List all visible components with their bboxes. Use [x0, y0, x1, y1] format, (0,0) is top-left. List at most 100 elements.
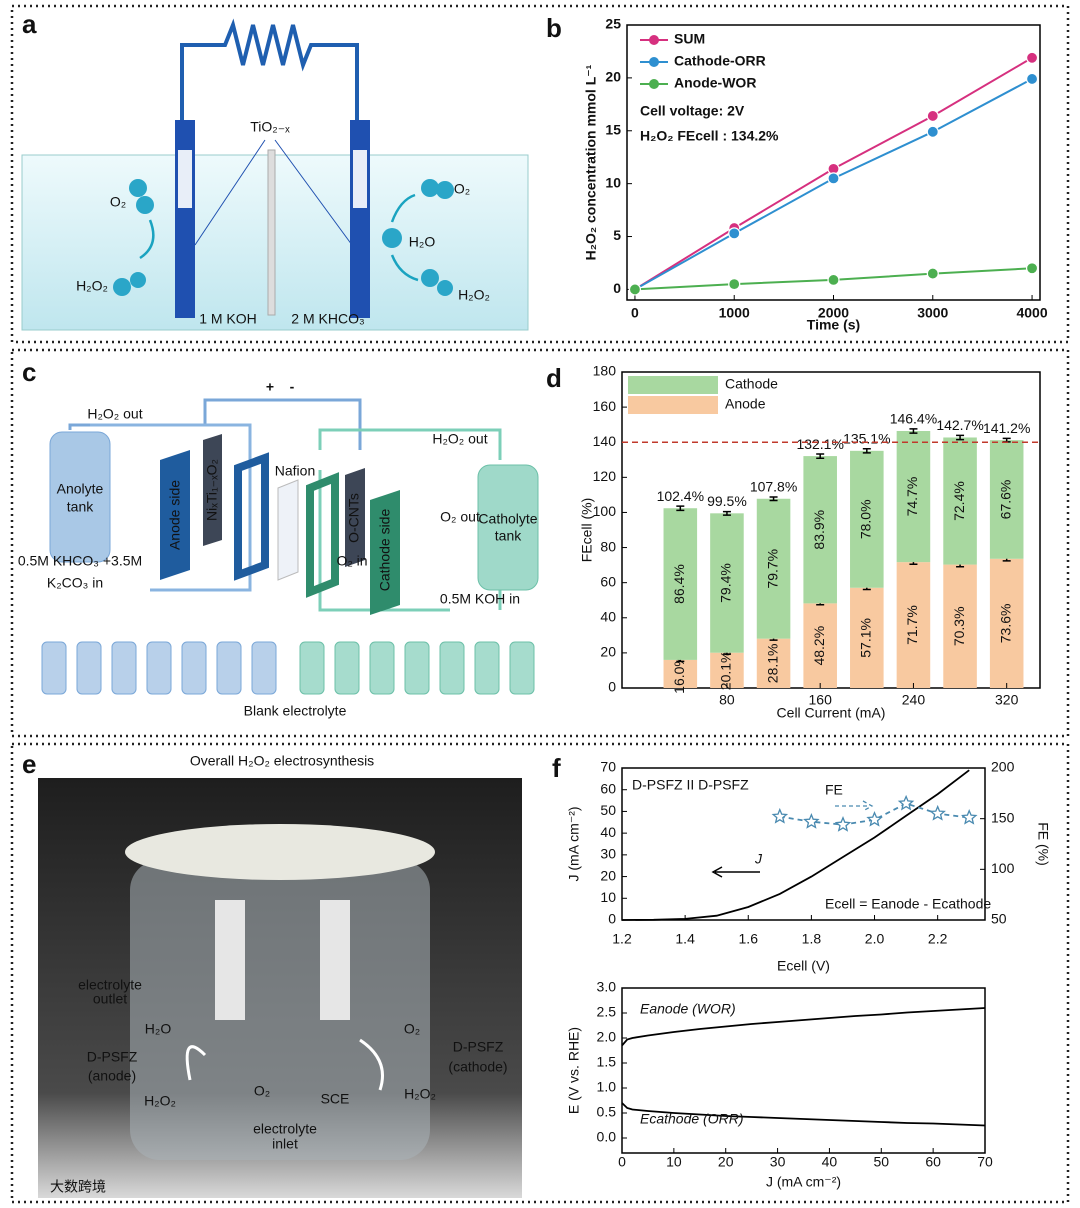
label: outlet	[93, 991, 127, 1007]
y-tick-label: 25	[605, 16, 621, 32]
bar-segment	[803, 456, 837, 604]
marker	[728, 278, 741, 291]
error-bar	[816, 453, 825, 459]
label: Anode side	[167, 480, 183, 550]
panel-title: Overall H₂O₂ electrosynthesis	[190, 753, 374, 769]
x-tick-label: 50	[873, 1154, 889, 1170]
electrode-top	[178, 150, 192, 208]
y-tick-label: 2.5	[597, 1004, 617, 1020]
marker	[929, 804, 946, 821]
total-label: 135.1%	[843, 431, 890, 447]
legend-swatch	[628, 396, 718, 414]
plate	[306, 472, 339, 598]
label: TiO₂₋ₓ	[250, 119, 290, 135]
label: O₂	[454, 181, 470, 197]
label: (cathode)	[448, 1059, 507, 1075]
marker	[926, 125, 939, 138]
marker	[961, 809, 978, 825]
marker	[1025, 262, 1039, 275]
label: Catholyte	[478, 511, 537, 527]
marker	[866, 811, 883, 827]
label: +	[266, 379, 274, 395]
label: H₂O₂	[404, 1086, 436, 1102]
legend-label: Cathode-ORR	[674, 53, 766, 69]
x-tick-label: 320	[995, 692, 1019, 708]
label: H₂O	[145, 1021, 172, 1037]
value-label: 28.1%	[764, 643, 780, 683]
marker	[926, 109, 939, 123]
tank	[49, 431, 111, 563]
label: SCE	[321, 1091, 350, 1107]
y-tick-label: 0	[608, 679, 616, 695]
error-bar	[676, 505, 685, 512]
x-axis-label: Time (s)	[807, 317, 860, 333]
error-bar	[722, 510, 731, 516]
legend-marker	[649, 79, 659, 89]
arrow	[390, 193, 416, 223]
electrode	[350, 120, 370, 318]
label: Cathode side	[377, 509, 393, 592]
bar-segment	[989, 558, 1024, 688]
label: H₂O₂	[144, 1093, 176, 1109]
y-tick-label: 20	[600, 867, 616, 883]
panel-label: a	[22, 9, 37, 39]
panel-label: f	[552, 753, 561, 783]
bottles	[41, 641, 277, 695]
x-tick-label: 2000	[818, 305, 849, 321]
y-tick-label: 180	[593, 363, 617, 379]
membrane	[267, 149, 276, 316]
series-label: Ecathode (ORR)	[640, 1111, 743, 1127]
value-label: 79.7%	[764, 549, 780, 589]
panel-frame	[10, 348, 1070, 738]
x-axis-label: Cell Current (mA)	[777, 705, 886, 721]
error-bar	[909, 428, 918, 434]
y-tick-label: 0	[608, 911, 616, 927]
y-tick-label: 10	[605, 174, 621, 190]
x-tick-label: 20	[718, 1154, 734, 1170]
marker	[728, 227, 741, 240]
error-bar	[769, 496, 778, 502]
arrow	[711, 866, 760, 878]
photo-labels: electrolyte outlet H₂O O₂ D-PSFZ (anode)…	[78, 977, 507, 1152]
bar-segment	[943, 564, 977, 688]
x-tick-label: 1000	[719, 305, 750, 321]
lid	[125, 824, 435, 880]
value-label: 70.3%	[951, 606, 967, 646]
label: O₂	[404, 1021, 420, 1037]
arrow	[359, 1038, 384, 1091]
y-tick-label: 120	[593, 468, 617, 484]
x-axis-label: J (mA cm⁻²)	[766, 1174, 841, 1190]
plate	[160, 450, 190, 580]
y-tick-label: 0.5	[597, 1104, 617, 1120]
value-label: 67.6%	[997, 480, 1013, 520]
x-tick-label: 1.8	[802, 931, 822, 947]
marker	[1025, 51, 1039, 64]
y-tick-label: 160	[593, 398, 617, 414]
value-label: 73.6%	[997, 604, 1013, 644]
x-tick-label: 40	[822, 1154, 838, 1170]
label: O₂	[254, 1083, 270, 1099]
arrow	[139, 219, 155, 260]
arrow	[390, 254, 419, 282]
y-tick-label: 40	[600, 824, 616, 840]
y2-tick-label: 100	[991, 860, 1015, 876]
y-axis-label: H₂O₂ concentration mmol L⁻¹	[583, 64, 599, 260]
label: (anode)	[88, 1068, 136, 1084]
marker	[628, 283, 642, 296]
y2-tick-label: 50	[991, 911, 1007, 927]
electrode	[175, 120, 195, 318]
bar-segment	[803, 603, 837, 688]
x-tick-label: 30	[770, 1154, 786, 1170]
label: 0.5M KHCO₃ +3.5M	[18, 553, 142, 569]
plate	[203, 434, 222, 546]
label: tank	[495, 528, 522, 544]
annotation: H₂O₂ FEcell : 134.2%	[640, 128, 779, 144]
y-axis-label: J (mA cm⁻²)	[566, 806, 582, 881]
error-bar	[1002, 437, 1011, 443]
marker	[897, 794, 915, 811]
label: -	[290, 379, 295, 395]
legend-marker	[649, 57, 659, 67]
panel-label: c	[22, 357, 36, 387]
bottles	[299, 641, 535, 695]
